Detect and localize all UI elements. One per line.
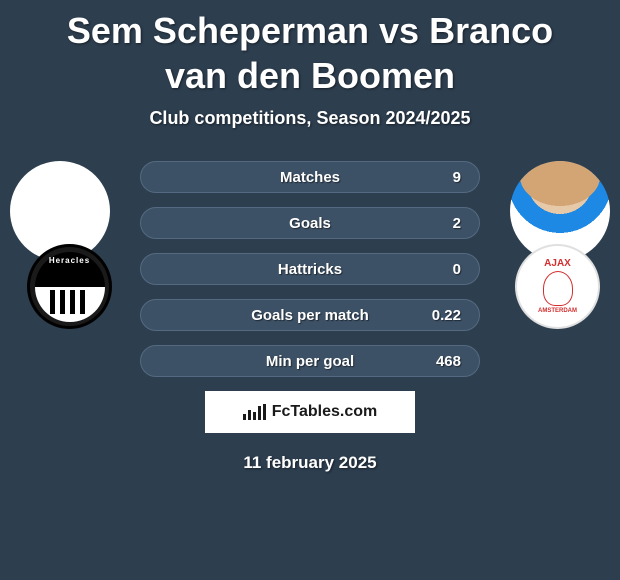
page-subtitle: Club competitions, Season 2024/2025 [0, 108, 620, 129]
stat-row-goals-per-match: Goals per match 0.22 [140, 299, 480, 331]
stats-list: Matches 9 Goals 2 Hattricks 0 Goals per … [140, 161, 480, 377]
bar-chart-icon [243, 404, 266, 420]
stat-label: Hattricks [278, 261, 342, 278]
source-badge: FcTables.com [205, 391, 415, 433]
source-site-text: FcTables.com [272, 403, 378, 421]
stat-label: Min per goal [266, 353, 354, 370]
ajax-face-icon [543, 271, 573, 306]
stat-label: Goals per match [251, 307, 369, 324]
stat-row-goals: Goals 2 [140, 207, 480, 239]
club-right-name-top: AJAX [538, 258, 577, 269]
player-left-club-badge: Heracles [27, 244, 112, 329]
stat-row-hattricks: Hattricks 0 [140, 253, 480, 285]
stat-row-min-per-goal: Min per goal 468 [140, 345, 480, 377]
stat-label: Goals [289, 215, 331, 232]
stat-row-matches: Matches 9 [140, 161, 480, 193]
comparison-content: Heracles AJAX AMSTERDAM Matches 9 Goals … [0, 161, 620, 473]
stat-label: Matches [280, 169, 340, 186]
stat-right-value: 2 [310, 215, 461, 232]
club-left-name: Heracles [49, 256, 90, 265]
club-right-city: AMSTERDAM [538, 308, 577, 315]
player-right-club-badge: AJAX AMSTERDAM [515, 244, 600, 329]
footer-date: 11 february 2025 [0, 453, 620, 473]
page-title: Sem Scheperman vs Branco van den Boomen [0, 0, 620, 98]
heracles-stripes-icon [50, 290, 90, 314]
